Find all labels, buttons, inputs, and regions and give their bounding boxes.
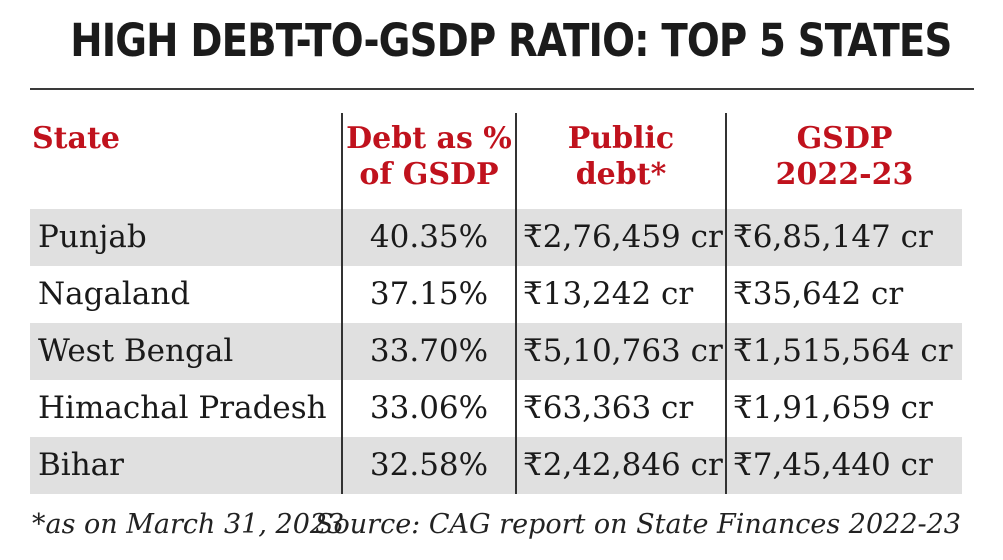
cell-public-debt: ₹13,242 cr bbox=[515, 266, 726, 323]
column-header-line: 2022-23 bbox=[775, 157, 914, 192]
column-header-gsdp: GSDP 2022-23 bbox=[725, 113, 962, 209]
cell-state: Punjab bbox=[30, 209, 342, 266]
table-row: Nagaland 37.15% ₹13,242 cr ₹35,642 cr bbox=[30, 266, 962, 323]
column-header-debt-pct: Debt as % of GSDP bbox=[341, 113, 516, 209]
cell-debt-pct: 40.35% bbox=[341, 209, 516, 266]
column-header-line: GSDP bbox=[796, 121, 893, 156]
footnote: *as on March 31, 2023 bbox=[32, 509, 345, 540]
column-header-line: State bbox=[32, 121, 120, 156]
column-header-line: debt* bbox=[575, 157, 667, 192]
column-header-line: Debt as % bbox=[346, 121, 512, 156]
source-note: Source: CAG report on State Finances 202… bbox=[315, 509, 961, 540]
column-header-public-debt: Public debt* bbox=[515, 113, 726, 209]
cell-state: West Bengal bbox=[30, 323, 342, 380]
debt-table: State Debt as % of GSDP Public debt* GSD… bbox=[30, 113, 962, 494]
column-header-line: of GSDP bbox=[359, 157, 499, 192]
cell-public-debt: ₹63,363 cr bbox=[515, 380, 726, 437]
table-row: West Bengal 33.70% ₹5,10,763 cr ₹1,515,5… bbox=[30, 323, 962, 380]
column-header-state: State bbox=[30, 113, 342, 209]
cell-state: Bihar bbox=[30, 437, 342, 494]
cell-public-debt: ₹5,10,763 cr bbox=[515, 323, 726, 380]
chart-title: HIGH DEBT-TO-GSDP RATIO: TOP 5 STATES bbox=[70, 14, 952, 67]
cell-state: Nagaland bbox=[38, 276, 191, 312]
table-header-row: State Debt as % of GSDP Public debt* GSD… bbox=[30, 113, 962, 209]
column-header-line: Public bbox=[567, 121, 675, 156]
cell-debt-pct: 33.70% bbox=[341, 323, 516, 380]
table-row: Himachal Pradesh 33.06% ₹63,363 cr ₹1,91… bbox=[30, 380, 962, 437]
cell-gsdp: ₹1,91,659 cr bbox=[725, 380, 962, 437]
table-row: Punjab 40.35% ₹2,76,459 cr ₹6,85,147 cr bbox=[30, 209, 962, 266]
cell-gsdp: ₹35,642 cr bbox=[725, 266, 962, 323]
table-row: Bihar 32.58% ₹2,42,846 cr ₹7,45,440 cr bbox=[30, 437, 962, 494]
title-divider bbox=[30, 88, 974, 90]
cell-public-debt: ₹2,76,459 cr bbox=[515, 209, 726, 266]
cell-gsdp: ₹6,85,147 cr bbox=[725, 209, 962, 266]
cell-debt-pct: 37.15% bbox=[341, 266, 516, 323]
cell-gsdp: ₹1,515,564 cr bbox=[725, 323, 962, 380]
cell-public-debt: ₹2,42,846 cr bbox=[515, 437, 726, 494]
cell-gsdp: ₹7,45,440 cr bbox=[725, 437, 962, 494]
cell-state: Himachal Pradesh bbox=[38, 390, 327, 426]
cell-debt-pct: 33.06% bbox=[341, 380, 516, 437]
cell-debt-pct: 32.58% bbox=[341, 437, 516, 494]
